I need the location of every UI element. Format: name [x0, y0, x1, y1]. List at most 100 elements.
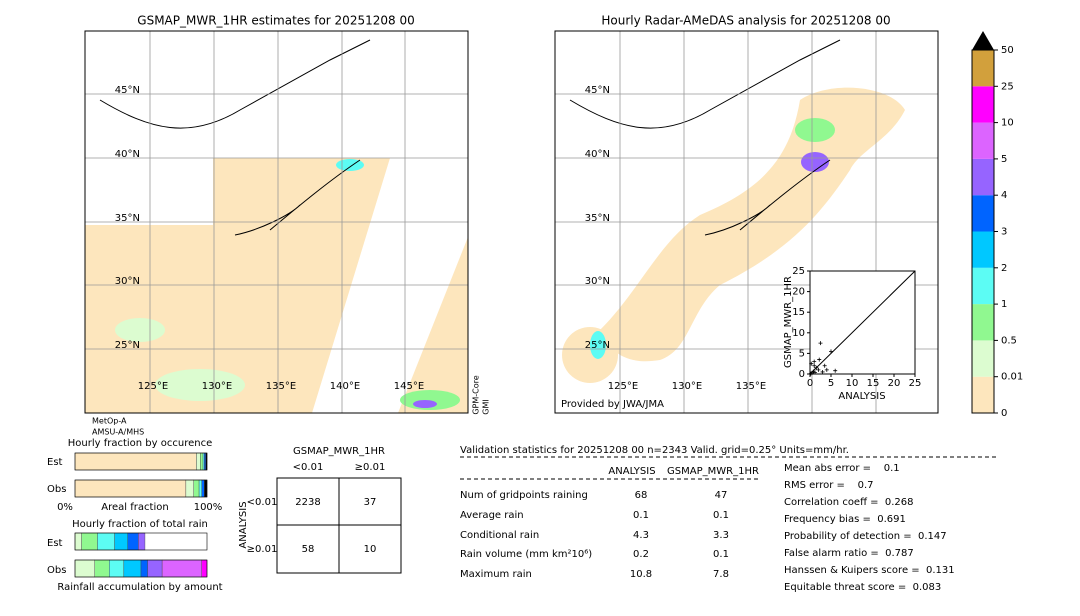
fraction-segment: [201, 559, 208, 578]
bar-frame: [74, 559, 208, 578]
sensor-label: AMSU-A/MHS: [92, 428, 144, 437]
lon-label: 130°E: [672, 381, 702, 392]
y-tick-label: 20: [792, 287, 805, 298]
table-cell: 58: [302, 544, 315, 555]
score: Hanssen & Kuipers score = 0.131: [784, 565, 955, 576]
column-label: ≥0.01: [355, 462, 386, 473]
table-value: 0.2: [633, 549, 649, 560]
axis-label: Areal fraction: [101, 502, 168, 513]
colorbar-label: 4: [1001, 190, 1007, 201]
scatter-point: [817, 357, 822, 362]
colorbar-label: 3: [1001, 227, 1007, 238]
table-value: 10.8: [630, 569, 652, 580]
sensor-label: MetOp-A: [92, 417, 127, 426]
x-axis-label: ANALYSIS: [838, 391, 885, 402]
column-label: <0.01: [293, 462, 324, 473]
colorbar-bin: [972, 122, 994, 159]
colorbar-extend: [972, 31, 994, 50]
row-label: Rain volume (mm km²10⁶): [460, 549, 592, 560]
scatter-point: [816, 367, 821, 372]
colorbar-bin: [972, 376, 994, 413]
table-value: 0.1: [713, 549, 729, 560]
y-tick-label: 0: [799, 369, 805, 380]
lon-label: 125°E: [608, 381, 638, 392]
row-label: ≥0.01: [247, 544, 278, 555]
map-title: Hourly Radar-AMeDAS analysis for 2025120…: [601, 14, 890, 28]
fraction-segment: [185, 479, 195, 498]
table-cell: 2238: [295, 497, 320, 508]
row-label: Num of gridpoints raining: [460, 490, 588, 501]
colorbar-label: 10: [1001, 118, 1014, 129]
scatter-point: [812, 359, 817, 364]
score: Probability of detection = 0.147: [784, 531, 947, 542]
panel-title: Hourly fraction of total rain: [72, 519, 208, 530]
table-value: 7.8: [713, 569, 729, 580]
swath: [398, 237, 468, 413]
scatter-point: [814, 365, 819, 370]
analysis-area: [562, 327, 618, 383]
fraction-segment: [198, 479, 202, 498]
row-label: Est: [47, 457, 63, 468]
score: Correlation coeff = 0.268: [784, 497, 914, 508]
colorbar-bin: [972, 195, 994, 232]
colorbar-label: 0.5: [1001, 335, 1017, 346]
fraction-segment: [204, 479, 208, 498]
colorbar-label: 2: [1001, 263, 1007, 274]
table-value: 4.3: [633, 530, 649, 541]
rain-area: [413, 400, 437, 408]
colorbar-label: 5: [1001, 154, 1007, 165]
fraction-segment: [161, 559, 202, 578]
lon-label: 140°E: [330, 381, 360, 392]
map-border: [84, 30, 469, 414]
x-tick-label: 15: [867, 378, 880, 389]
row-label: Maximum rain: [460, 569, 532, 580]
table-value: 3.3: [713, 530, 729, 541]
colorbar-label: 50: [1001, 45, 1014, 56]
map-border: [554, 30, 939, 414]
lon-label: 130°E: [202, 381, 232, 392]
colorbar-bin: [972, 340, 994, 377]
colorbar-label: 0.01: [1001, 372, 1023, 383]
lat-label: 30°N: [115, 276, 140, 287]
y-tick-label: 15: [792, 307, 805, 318]
lon-label: 135°E: [266, 381, 296, 392]
fraction-segment: [74, 532, 82, 551]
fraction-segment: [138, 532, 146, 551]
stats-header: Validation statistics for 20251208 00 n=…: [460, 445, 849, 456]
x-tick-label: 20: [888, 378, 901, 389]
lat-label: 45°N: [115, 85, 140, 96]
y-tick-label: 10: [792, 328, 805, 339]
table-title: GSMAP_MWR_1HR: [293, 446, 385, 457]
colorbar-bin: [972, 158, 994, 196]
score: Frequency bias = 0.691: [784, 514, 906, 525]
bar-frame: [74, 452, 208, 471]
fraction-segment: [201, 479, 205, 498]
panel-footer: Rainfall accumulation by amount: [57, 582, 222, 593]
row-label: Conditional rain: [460, 530, 539, 541]
graticule: [85, 31, 468, 413]
scatter-point: [809, 361, 814, 366]
lat-label: 40°N: [585, 149, 610, 160]
credit: Provided by JWA/JMA: [561, 399, 664, 410]
colorbar-bin: [972, 231, 994, 268]
row-label: Obs: [47, 565, 66, 576]
scatter-point: [824, 367, 829, 372]
scatter-point: [822, 363, 827, 368]
column-label: GSMAP_MWR_1HR: [667, 466, 759, 477]
map-title: GSMAP_MWR_1HR estimates for 20251208 00: [137, 14, 414, 28]
lat-label: 35°N: [585, 213, 610, 224]
bar-frame: [74, 479, 208, 498]
analysis-area: [801, 152, 829, 172]
y-tick-label: 5: [799, 348, 805, 359]
row-label: Obs: [47, 484, 66, 495]
lon-label: 145°E: [394, 381, 424, 392]
scatter-point: [820, 369, 825, 374]
lat-label: 30°N: [585, 276, 610, 287]
row-label: Average rain: [460, 510, 524, 521]
sensor-label: GMI: [482, 399, 491, 414]
row-label: <0.01: [247, 497, 278, 508]
table-cell: 37: [364, 497, 377, 508]
scatter-point: [812, 363, 817, 368]
fraction-segment: [97, 532, 115, 551]
